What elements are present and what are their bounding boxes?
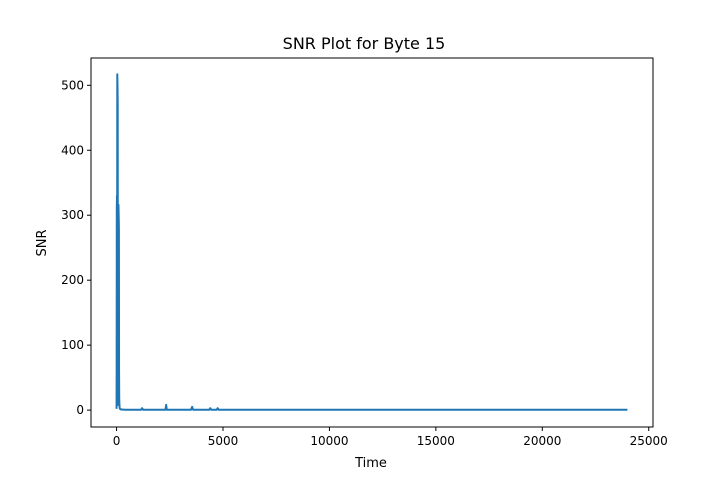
- x-tick-label: 10000: [310, 434, 348, 448]
- y-tick-label: 100: [61, 338, 84, 352]
- y-tick-label: 200: [61, 273, 84, 287]
- plot-frame: [90, 57, 654, 428]
- y-axis-ticks: 0 100 200 300 400 500: [61, 78, 91, 417]
- snr-series-line: [115, 73, 628, 411]
- y-tick-label: 500: [61, 78, 84, 92]
- y-tick-label: 300: [61, 208, 84, 222]
- x-axis-ticks: 0 5000 10000 15000 20000 25000: [113, 427, 668, 448]
- x-tick-label: 5000: [208, 434, 239, 448]
- y-tick-label: 400: [61, 143, 84, 157]
- y-tick-label: 0: [76, 403, 84, 417]
- chart-title: SNR Plot for Byte 15: [283, 34, 446, 53]
- x-tick-label: 15000: [417, 434, 455, 448]
- y-axis-label: SNR: [35, 229, 50, 256]
- x-tick-label: 20000: [523, 434, 561, 448]
- x-axis-label: Time: [354, 456, 387, 471]
- x-tick-label: 25000: [630, 434, 668, 448]
- plot-area: [115, 73, 628, 411]
- x-tick-label: 0: [113, 434, 121, 448]
